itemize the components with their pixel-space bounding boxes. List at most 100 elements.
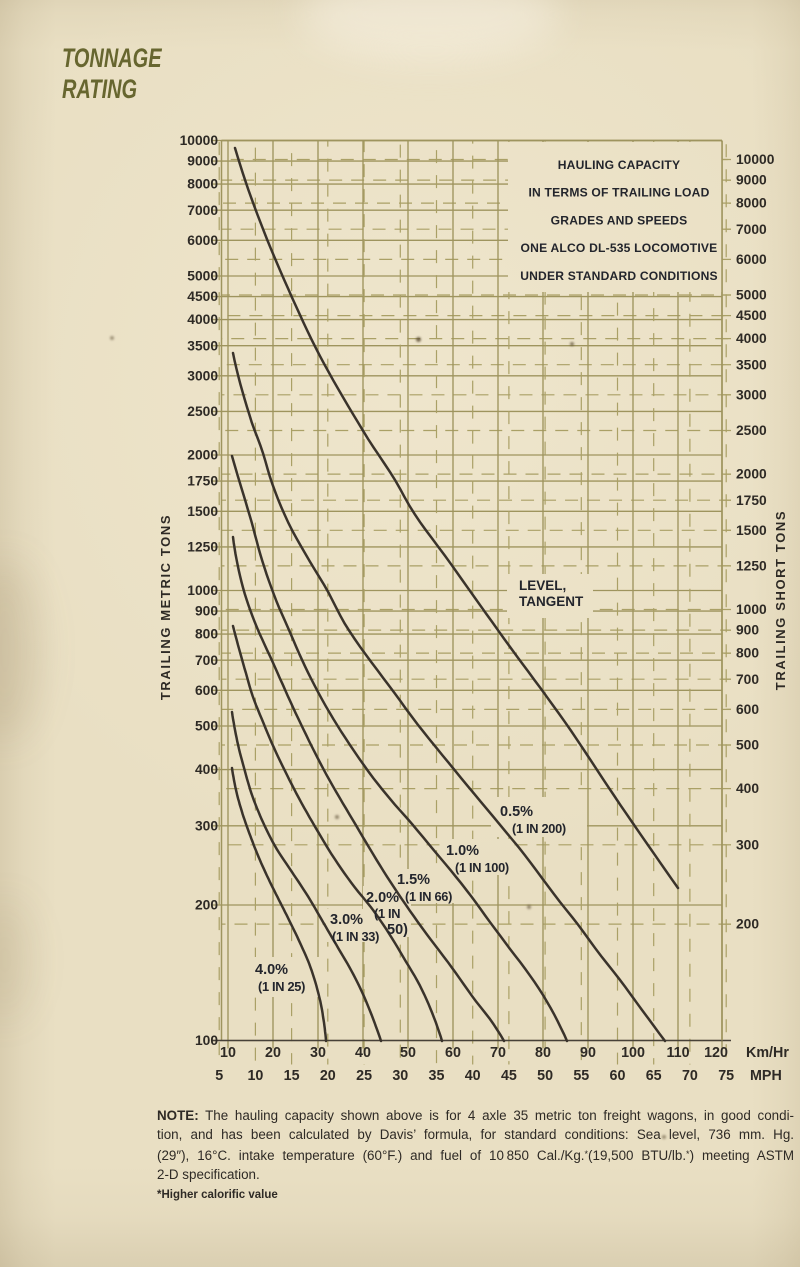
svg-text:500: 500 — [736, 738, 759, 753]
svg-text:90: 90 — [580, 1045, 596, 1061]
svg-text:50: 50 — [400, 1045, 416, 1061]
svg-text:55: 55 — [573, 1068, 589, 1084]
svg-text:600: 600 — [736, 702, 759, 717]
svg-text:5000: 5000 — [736, 288, 767, 303]
svg-text:(1 IN 100): (1 IN 100) — [455, 860, 509, 875]
svg-text:10000: 10000 — [180, 133, 219, 148]
svg-text:4000: 4000 — [736, 331, 767, 346]
svg-text:2500: 2500 — [736, 423, 767, 438]
svg-text:UNDER STANDARD CONDITIONS: UNDER STANDARD CONDITIONS — [520, 269, 718, 283]
svg-text:Km/Hr: Km/Hr — [746, 1045, 789, 1061]
svg-text:3.0%: 3.0% — [330, 912, 363, 928]
svg-text:2000: 2000 — [187, 448, 218, 463]
svg-text:100: 100 — [195, 1033, 218, 1048]
svg-text:45: 45 — [501, 1068, 517, 1084]
svg-text:9000: 9000 — [187, 154, 218, 169]
svg-text:8000: 8000 — [736, 196, 767, 211]
svg-text:700: 700 — [195, 653, 218, 668]
svg-text:1.0%: 1.0% — [446, 843, 479, 859]
svg-text:10000: 10000 — [736, 152, 775, 167]
svg-text:TRAILING SHORT TONS: TRAILING SHORT TONS — [773, 510, 788, 690]
svg-text:3500: 3500 — [187, 338, 218, 353]
svg-text:800: 800 — [736, 646, 759, 661]
svg-text:(1 IN 25): (1 IN 25) — [258, 979, 305, 994]
svg-text:6000: 6000 — [736, 252, 767, 267]
svg-text:25: 25 — [356, 1068, 372, 1084]
svg-text:9000: 9000 — [736, 173, 767, 188]
svg-text:800: 800 — [195, 627, 218, 642]
svg-text:900: 900 — [736, 623, 759, 638]
svg-text:(1 IN 200): (1 IN 200) — [512, 821, 566, 836]
svg-text:3000: 3000 — [187, 368, 218, 383]
svg-text:20: 20 — [265, 1045, 281, 1061]
svg-text:1500: 1500 — [736, 523, 767, 538]
svg-text:700: 700 — [736, 672, 759, 687]
svg-text:40: 40 — [465, 1068, 481, 1084]
svg-text:(1 IN: (1 IN — [374, 906, 400, 921]
svg-text:5: 5 — [215, 1068, 223, 1084]
svg-text:7000: 7000 — [187, 203, 218, 218]
svg-text:50): 50) — [387, 922, 408, 938]
svg-text:2000: 2000 — [736, 467, 767, 482]
svg-text:ONE ALCO DL-535 LOCOMOTIVE: ONE ALCO DL-535 LOCOMOTIVE — [521, 241, 718, 255]
svg-text:500: 500 — [195, 719, 218, 734]
svg-text:1500: 1500 — [187, 504, 218, 519]
svg-text:1750: 1750 — [187, 474, 218, 489]
svg-text:3000: 3000 — [736, 387, 767, 402]
svg-text:TANGENT: TANGENT — [519, 594, 584, 609]
svg-text:75: 75 — [718, 1068, 734, 1084]
svg-text:900: 900 — [195, 604, 218, 619]
svg-text:30: 30 — [310, 1045, 326, 1061]
svg-text:GRADES AND SPEEDS: GRADES AND SPEEDS — [551, 213, 688, 227]
svg-text:1000: 1000 — [187, 583, 218, 598]
svg-text:1250: 1250 — [187, 540, 218, 555]
svg-text:400: 400 — [195, 762, 218, 777]
svg-text:5000: 5000 — [187, 269, 218, 284]
svg-text:400: 400 — [736, 781, 759, 796]
svg-text:10: 10 — [220, 1045, 236, 1061]
svg-text:4500: 4500 — [187, 289, 218, 304]
svg-text:1250: 1250 — [736, 559, 767, 574]
svg-text:20: 20 — [320, 1068, 336, 1084]
svg-text:200: 200 — [195, 898, 218, 913]
svg-text:600: 600 — [195, 683, 218, 698]
svg-text:0.5%: 0.5% — [500, 804, 533, 820]
svg-text:110: 110 — [666, 1045, 689, 1061]
svg-text:6000: 6000 — [187, 233, 218, 248]
svg-text:LEVEL,: LEVEL, — [519, 578, 566, 593]
svg-text:70: 70 — [682, 1068, 698, 1084]
svg-text:40: 40 — [355, 1045, 371, 1061]
svg-text:300: 300 — [195, 818, 218, 833]
svg-text:8000: 8000 — [187, 177, 218, 192]
svg-text:80: 80 — [535, 1045, 551, 1061]
svg-text:200: 200 — [736, 917, 759, 932]
svg-text:100: 100 — [621, 1045, 645, 1061]
svg-text:4.0%: 4.0% — [255, 962, 288, 978]
svg-text:1000: 1000 — [736, 602, 767, 617]
svg-text:3500: 3500 — [736, 357, 767, 372]
svg-text:2.0%: 2.0% — [366, 890, 399, 906]
svg-text:IN TERMS OF TRAILING LOAD: IN TERMS OF TRAILING LOAD — [528, 186, 709, 200]
svg-text:60: 60 — [610, 1068, 626, 1084]
svg-text:60: 60 — [445, 1045, 461, 1061]
svg-text:10: 10 — [247, 1068, 263, 1084]
svg-text:MPH: MPH — [750, 1068, 782, 1084]
svg-text:4500: 4500 — [736, 308, 767, 323]
svg-text:4000: 4000 — [187, 312, 218, 327]
svg-text:7000: 7000 — [736, 222, 767, 237]
svg-text:TRAILING METRIC TONS: TRAILING METRIC TONS — [158, 514, 173, 700]
svg-text:15: 15 — [284, 1068, 300, 1084]
svg-text:70: 70 — [490, 1045, 506, 1061]
svg-text:65: 65 — [646, 1068, 662, 1084]
svg-text:30: 30 — [392, 1068, 408, 1084]
svg-text:1.5%: 1.5% — [397, 872, 430, 888]
svg-text:1750: 1750 — [736, 493, 767, 508]
svg-text:(1 IN 33): (1 IN 33) — [332, 929, 379, 944]
svg-text:300: 300 — [736, 837, 759, 852]
svg-text:HAULING CAPACITY: HAULING CAPACITY — [558, 158, 681, 172]
svg-text:2500: 2500 — [187, 404, 218, 419]
svg-text:(1 IN 66): (1 IN 66) — [405, 889, 452, 904]
svg-text:35: 35 — [429, 1068, 445, 1084]
svg-text:120: 120 — [704, 1045, 728, 1061]
svg-text:50: 50 — [537, 1068, 553, 1084]
